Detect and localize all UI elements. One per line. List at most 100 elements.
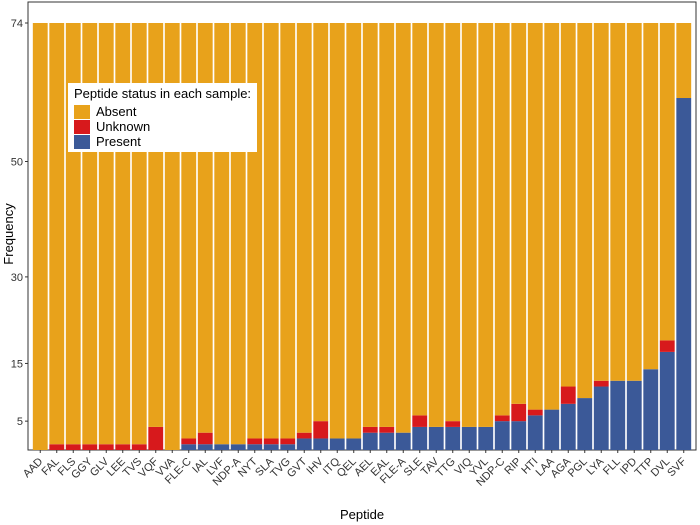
bar-ihv-unknown [313,421,329,439]
bar-pgl-present [577,398,593,450]
legend-item-unknown: Unknown [74,119,251,134]
bar-fle-a-absent [395,23,411,433]
legend-label-unknown: Unknown [96,119,151,134]
bar-hti-unknown [527,409,543,416]
bar-laa-present [544,409,560,450]
bar-aga-absent [560,23,576,387]
bar-pgl-absent [577,23,593,399]
bar-fal-absent [49,23,65,445]
bar-nyt-present [247,444,263,450]
bar-tvs-unknown [131,444,147,450]
bar-fle-c-present [181,444,197,450]
legend-item-present: Present [74,134,251,149]
bar-rip-absent [511,23,527,404]
bar-sle-present [412,426,428,450]
bar-viq-present [461,426,477,450]
bar-svf-present [676,98,692,450]
bar-lvf-present [214,444,230,450]
x-axis: AADFALFLSGGYGLVLEETVSVQFVVAFLE-CIALLVFND… [21,450,689,489]
bar-laa-absent [544,23,560,410]
bar-qel-absent [346,23,362,439]
bar-aad-absent [32,23,48,450]
legend-title: Peptide status in each sample: [74,86,252,101]
bar-fle-c-unknown [181,438,197,445]
y-tick-label-30: 30 [11,272,23,284]
bar-ttp-present [643,369,659,450]
bar-sla-unknown [263,438,279,445]
bar-tvg-unknown [280,438,296,445]
bar-dvl-present [659,351,675,450]
bar-yvl-absent [478,23,494,427]
bar-lya-absent [593,23,609,381]
x-tick-label-svf: SVF [665,455,689,479]
bar-aga-present [560,403,576,450]
bar-ial-unknown [197,432,213,445]
bar-yvl-present [478,426,494,450]
bar-ndp-c-absent [494,23,510,416]
bar-ndp-a-present [230,444,246,450]
bar-lee-unknown [115,444,131,450]
bar-itq-present [329,438,345,450]
bar-svf-absent [676,23,692,99]
bar-dvl-unknown [659,340,675,352]
bar-eal-present [379,432,395,450]
bar-ipd-absent [626,23,642,381]
bar-hti-present [527,415,543,450]
bar-sla-absent [263,23,279,439]
bar-itq-absent [329,23,345,439]
bar-fle-a-present [395,432,411,450]
bar-sle-unknown [412,415,428,427]
bar-ggy-unknown [82,444,98,450]
bar-dvl-absent [659,23,675,341]
bar-ttg-absent [445,23,461,422]
bar-ndp-c-unknown [494,415,510,422]
bar-ihv-present [313,438,329,450]
legend-item-absent: Absent [74,104,251,119]
bar-tav-present [428,426,444,450]
legend-label-absent: Absent [96,104,137,119]
bar-gvt-present [296,438,312,450]
bar-lya-unknown [593,380,609,387]
bar-eal-unknown [379,426,395,433]
bar-hti-absent [527,23,543,410]
bar-tvg-absent [280,23,296,439]
y-tick-label-74: 74 [11,18,23,30]
bar-ipd-present [626,380,642,450]
y-tick-label-15: 15 [11,358,23,370]
bar-eal-absent [379,23,395,427]
bar-glv-unknown [98,444,114,450]
legend-label-present: Present [96,134,141,149]
bar-tvg-present [280,444,296,450]
bar-ttg-present [445,426,461,450]
bar-ael-absent [362,23,378,427]
bar-ael-present [362,432,378,450]
bar-fal-unknown [49,444,65,450]
bar-vqf-unknown [148,426,164,450]
bar-ial-present [197,444,213,450]
bar-aga-unknown [560,386,576,404]
bar-fll-present [610,380,626,450]
x-axis-title: Peptide [340,507,384,522]
bar-tav-absent [428,23,444,427]
bar-sla-present [263,444,279,450]
bar-ihv-absent [313,23,329,422]
legend-key-absent [74,104,90,119]
legend-key-present [74,134,90,149]
bar-ttg-unknown [445,421,461,427]
bar-viq-absent [461,23,477,427]
bar-ttp-absent [643,23,659,370]
bar-qel-present [346,438,362,450]
bar-rip-unknown [511,403,527,422]
bar-fll-absent [610,23,626,381]
bar-ndp-c-present [494,421,510,450]
bar-rip-present [511,421,527,450]
y-axis: 5 15 30 50 74 [11,18,28,428]
bar-gvt-unknown [296,432,312,439]
y-tick-label-50: 50 [11,156,23,168]
bar-gvt-absent [296,23,312,433]
bar-nyt-unknown [247,438,263,445]
y-tick-label-5: 5 [17,416,23,428]
bar-ael-unknown [362,426,378,433]
bar-lya-present [593,386,609,450]
